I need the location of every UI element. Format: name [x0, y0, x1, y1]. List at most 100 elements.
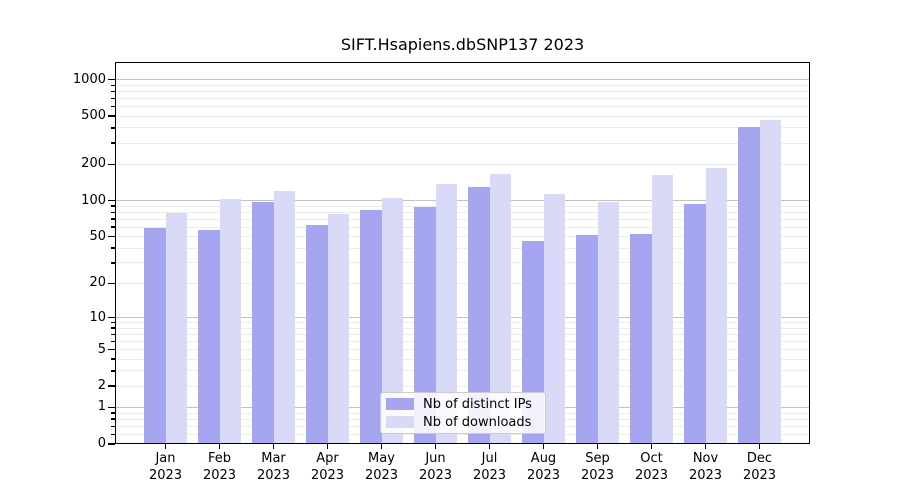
legend-label-downloads: Nb of downloads — [423, 414, 532, 430]
y-tick-label: 50 — [89, 228, 106, 244]
x-tick-label: Oct 2023 — [620, 451, 684, 484]
x-tick-label: Dec 2023 — [728, 451, 792, 484]
x-tick-month: Jun — [425, 451, 446, 466]
bar-distinct-ips-apr — [306, 224, 328, 444]
x-tick-month: Jan — [155, 451, 176, 466]
bar-distinct-ips-may — [360, 210, 382, 444]
y-minor-tick-mark — [111, 90, 115, 93]
y-tick-label: 10 — [89, 309, 106, 325]
x-tick-label: Feb 2023 — [188, 451, 252, 484]
x-tick-year: 2023 — [526, 467, 561, 483]
gridline-minor — [115, 322, 810, 324]
bar-downloads-sep — [597, 202, 619, 444]
x-tick-label: Nov 2023 — [674, 451, 738, 484]
bar-downloads-apr — [327, 213, 349, 444]
gridline-minor — [115, 142, 810, 144]
x-tick-month: Feb — [207, 451, 232, 466]
bar-distinct-ips-jan — [144, 228, 166, 444]
bar-downloads-feb — [219, 199, 241, 444]
x-tick-year: 2023 — [634, 467, 669, 483]
x-tick-month: Mar — [261, 451, 286, 466]
bar-downloads-may — [381, 197, 403, 444]
legend-entry-distinct-ips: Nb of distinct IPs — [386, 397, 539, 412]
bar-downloads-jan — [165, 212, 187, 444]
gridline-minor — [115, 90, 810, 92]
y-minor-tick-mark — [111, 127, 115, 129]
x-tick-mark — [164, 444, 167, 449]
bar-downloads-mar — [273, 190, 295, 444]
x-tick-mark — [218, 444, 221, 449]
y-minor-tick-mark — [111, 205, 115, 207]
gridline-minor — [115, 349, 810, 351]
x-tick-month: Oct — [640, 451, 663, 466]
y-tick-mark — [108, 78, 115, 81]
x-tick-year: 2023 — [418, 467, 453, 483]
x-tick-year: 2023 — [256, 467, 291, 483]
x-tick-month: Nov — [692, 451, 719, 466]
legend-entry-downloads: Nb of downloads — [386, 415, 539, 430]
gridline-major — [115, 79, 810, 81]
x-tick-mark — [596, 444, 599, 449]
bar-distinct-ips-nov — [684, 203, 706, 444]
gridline-minor — [115, 370, 810, 372]
y-minor-tick-mark — [111, 433, 115, 436]
gridline-minor — [115, 163, 810, 165]
x-tick-month: Apr — [316, 451, 339, 466]
y-minor-tick-mark — [111, 358, 115, 360]
x-tick-label: Sep 2023 — [566, 451, 630, 484]
bar-distinct-ips-jul — [468, 186, 490, 444]
y-tick-label: 200 — [81, 156, 106, 172]
gridline-minor — [115, 84, 810, 86]
x-tick-month: Jul — [481, 451, 498, 466]
y-minor-tick-mark — [111, 142, 115, 144]
bar-downloads-jun — [435, 183, 457, 444]
y-tick-label: 5 — [97, 341, 106, 357]
x-tick-label: Mar 2023 — [242, 451, 306, 484]
y-minor-tick-mark — [111, 418, 115, 420]
gridline-minor — [115, 282, 810, 284]
gridline-minor — [115, 340, 810, 342]
y-tick-mark — [108, 282, 115, 285]
x-tick-year: 2023 — [148, 467, 183, 483]
y-tick-mark — [108, 163, 115, 166]
bar-distinct-ips-oct — [630, 233, 652, 444]
gridline-major — [115, 200, 810, 202]
chart-title: SIFT.Hsapiens.dbSNP137 2023 — [340, 35, 585, 54]
gridline-minor — [115, 247, 810, 249]
x-tick-label: Jun 2023 — [404, 451, 468, 484]
gridline-minor — [115, 327, 810, 329]
x-tick-mark — [434, 444, 437, 449]
x-tick-label: Jul 2023 — [458, 451, 522, 484]
bar-distinct-ips-dec — [738, 127, 760, 444]
x-tick-mark — [704, 444, 707, 449]
x-tick-year: 2023 — [202, 467, 237, 483]
bar-distinct-ips-mar — [252, 202, 274, 444]
gridline-minor — [115, 115, 810, 117]
x-tick-mark — [650, 444, 653, 449]
y-tick-label: 0 — [97, 436, 106, 451]
y-tick-mark — [108, 443, 115, 445]
y-tick-label: 2 — [97, 378, 106, 394]
x-tick-month: Aug — [530, 451, 557, 466]
y-minor-tick-mark — [111, 412, 115, 414]
bar-downloads-jul — [489, 173, 511, 444]
gridline-minor — [115, 127, 810, 129]
x-tick-year: 2023 — [580, 467, 615, 483]
y-minor-tick-mark — [111, 321, 115, 324]
y-minor-tick-mark — [111, 97, 115, 100]
x-tick-mark — [488, 444, 491, 449]
y-tick-mark — [108, 235, 115, 238]
gridline-minor — [115, 236, 810, 238]
x-tick-month: Dec — [746, 451, 773, 466]
gridline-minor — [115, 226, 810, 228]
bar-distinct-ips-feb — [198, 229, 220, 444]
legend: Nb of distinct IPs Nb of downloads — [380, 392, 546, 434]
x-tick-mark — [380, 444, 383, 449]
bar-distinct-ips-jun — [414, 207, 436, 444]
x-tick-year: 2023 — [688, 467, 723, 483]
gridline-minor — [115, 205, 810, 207]
x-tick-label: Aug 2023 — [512, 451, 576, 484]
gridline-minor — [115, 98, 810, 99]
y-minor-tick-mark — [111, 425, 115, 427]
y-minor-tick-mark — [111, 218, 115, 220]
